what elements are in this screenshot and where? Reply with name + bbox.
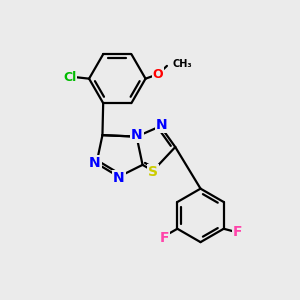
Text: N: N	[156, 118, 168, 132]
Text: CH₃: CH₃	[172, 59, 192, 69]
Text: S: S	[148, 165, 158, 179]
Text: F: F	[233, 225, 243, 239]
Text: N: N	[131, 128, 142, 142]
Text: Cl: Cl	[63, 71, 76, 84]
Text: F: F	[160, 231, 169, 245]
Text: N: N	[89, 156, 101, 170]
Text: N: N	[113, 171, 124, 185]
Text: O: O	[153, 68, 163, 81]
